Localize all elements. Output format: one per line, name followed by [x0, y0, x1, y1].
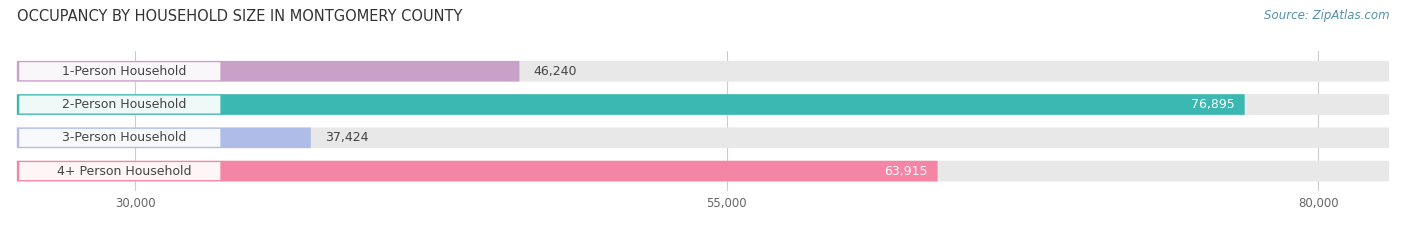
Text: 37,424: 37,424 — [325, 131, 368, 144]
Text: 76,895: 76,895 — [1191, 98, 1236, 111]
FancyBboxPatch shape — [17, 94, 1389, 115]
FancyBboxPatch shape — [17, 127, 1389, 148]
FancyBboxPatch shape — [17, 61, 519, 82]
FancyBboxPatch shape — [17, 161, 938, 182]
Text: 63,915: 63,915 — [884, 164, 928, 178]
Text: OCCUPANCY BY HOUSEHOLD SIZE IN MONTGOMERY COUNTY: OCCUPANCY BY HOUSEHOLD SIZE IN MONTGOMER… — [17, 9, 463, 24]
Text: 4+ Person Household: 4+ Person Household — [58, 164, 191, 178]
Text: 1-Person Household: 1-Person Household — [62, 65, 187, 78]
FancyBboxPatch shape — [17, 127, 311, 148]
FancyBboxPatch shape — [20, 162, 221, 180]
Text: Source: ZipAtlas.com: Source: ZipAtlas.com — [1264, 9, 1389, 22]
FancyBboxPatch shape — [20, 96, 221, 113]
FancyBboxPatch shape — [17, 94, 1244, 115]
Text: 3-Person Household: 3-Person Household — [62, 131, 187, 144]
Text: 2-Person Household: 2-Person Household — [62, 98, 187, 111]
Text: 46,240: 46,240 — [534, 65, 576, 78]
FancyBboxPatch shape — [20, 129, 221, 147]
FancyBboxPatch shape — [17, 161, 1389, 182]
FancyBboxPatch shape — [17, 61, 1389, 82]
FancyBboxPatch shape — [20, 62, 221, 80]
